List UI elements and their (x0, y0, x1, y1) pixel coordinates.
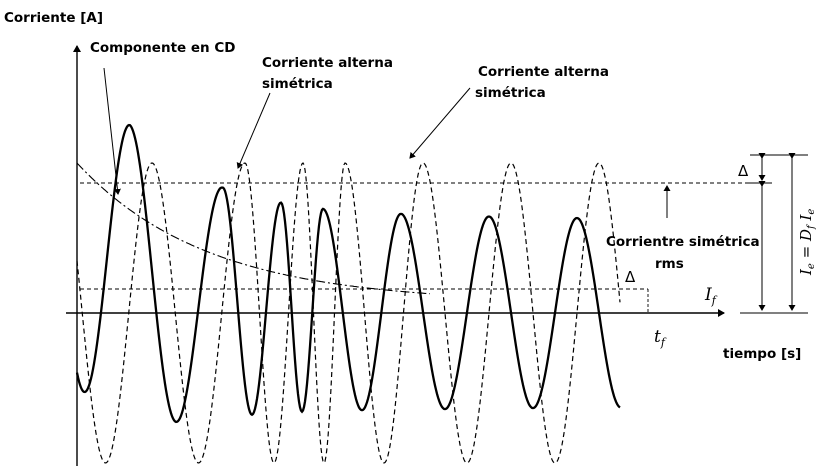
tf-label: tf (654, 327, 667, 349)
ie-formula-label: Ie = Df Ie (797, 209, 817, 276)
delta-lower-label: Δ (625, 268, 636, 286)
ac-symmetric-label-1a: Corriente alterna (262, 55, 393, 71)
dc-component-label: Componente en CD (90, 40, 235, 56)
symmetric-current-curve (76, 162, 621, 465)
dc-component-pointer (103, 67, 121, 195)
rms-label-line1: Corrientre simétrica (606, 234, 760, 250)
ac-symmetric-label-2b: simétrica (475, 85, 546, 101)
ac-symmetric-label-2a: Corriente alterna (478, 64, 609, 80)
if-label: If (704, 285, 718, 307)
dc-component-curve (76, 162, 430, 295)
asymmetric-current-curve (75, 123, 621, 424)
delta-upper-label: Δ (738, 162, 749, 180)
ac-symmetric-pointer-1 (236, 92, 271, 169)
x-axis-label: tiempo [s] (723, 346, 801, 362)
ac-symmetric-pointer-2 (409, 87, 471, 159)
y-axis-label: Corriente [A] (4, 10, 103, 26)
rms-label-line2: rms (655, 256, 684, 272)
ac-symmetric-label-1b: simétrica (262, 76, 333, 92)
